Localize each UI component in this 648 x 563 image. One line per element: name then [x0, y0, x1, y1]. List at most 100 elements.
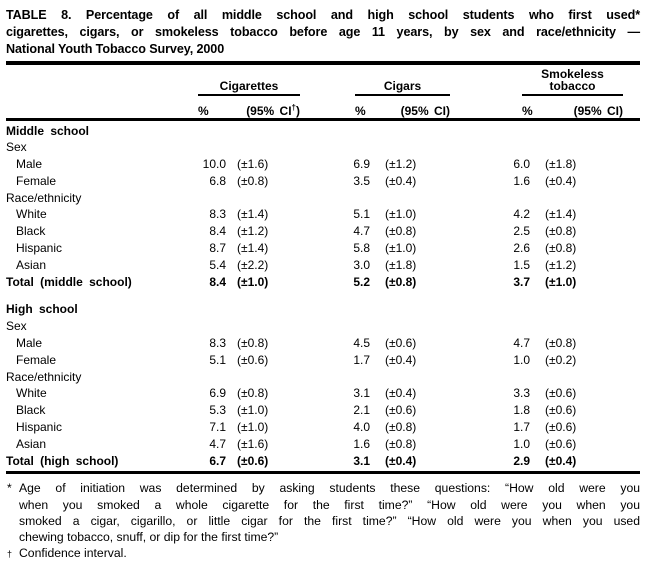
smokeless-pct-value: 1.0: [513, 436, 530, 451]
cigars-ci-value: [370, 318, 450, 335]
smokeless-pct-value: [450, 139, 530, 156]
cigars-pct-value: 4.5: [353, 336, 370, 351]
cigarettes-pct-header: %: [198, 103, 209, 118]
smokeless-pct-value: 3.7: [513, 274, 530, 289]
ci-header-close: ): [296, 103, 300, 118]
smokeless-pct-value: [450, 318, 530, 335]
top-rule: [6, 61, 640, 65]
cigarettes-subheaders: % (95% CI†): [193, 96, 300, 118]
cigars-ci-value: [370, 139, 450, 156]
footnote-line: chewing tobacco, snuff, or dip for the f…: [19, 530, 279, 545]
smokeless-pct-value: [450, 369, 530, 386]
cigars-ci-value: (±1.0): [385, 207, 417, 222]
cigars-pct-value: [300, 369, 370, 386]
smokeless-pct-value: [450, 301, 530, 318]
cigars-ci-value: [370, 301, 450, 318]
smokeless-pct-value: 4.2: [513, 207, 530, 222]
cigarettes-pct-value: 8.4: [209, 224, 226, 239]
cigarettes-ci-value: (±1.0): [237, 403, 269, 418]
row-label: High school: [6, 302, 78, 317]
cigarettes-pct-value: [193, 318, 226, 335]
smokeless-ci-value: (±0.8): [545, 241, 577, 256]
cigarettes-underline: Cigarettes: [198, 79, 300, 96]
smokeless-pct-value: 1.8: [513, 403, 530, 418]
smokeless-ci-value: (±0.8): [545, 224, 577, 239]
cigarettes-ci-value: (±2.2): [237, 257, 269, 272]
table-title: TABLE 8. Percentage of all middle school…: [6, 7, 640, 58]
cigarettes-pct-value: [193, 139, 226, 156]
smokeless-ci-header: (95% CI): [574, 104, 623, 118]
cigars-ci-value: (±0.8): [385, 274, 417, 289]
smokeless-pct-value: 1.7: [513, 420, 530, 435]
cigarettes-pct-value: 10.0: [202, 157, 226, 172]
cigarettes-pct-value: 5.4: [209, 257, 226, 272]
cigarettes-pct-value: 7.1: [209, 420, 226, 435]
cigarettes-ci-value: [226, 369, 300, 386]
table-row: Race/ethnicity: [6, 190, 623, 207]
smokeless-ci-value: [530, 369, 623, 386]
smokeless-ci-value: (±0.4): [545, 173, 577, 188]
cigarettes-ci-value: [226, 190, 300, 207]
cigarettes-ci-value: (±0.8): [237, 173, 269, 188]
cigarettes-pct-value: 5.1: [209, 352, 226, 367]
smokeless-pct-value: 1.6: [513, 173, 530, 188]
cigars-pct-value: 5.2: [353, 274, 370, 289]
row-label: Black: [16, 224, 46, 239]
cigars-pct-value: 3.5: [353, 173, 370, 188]
smokeless-pct-value: 3.3: [513, 386, 530, 401]
cigars-ci-value: (±0.4): [385, 173, 417, 188]
table-row: Female 5.1 (±0.6) 1.7 (±0.4) 1.0 (±0.2): [6, 352, 623, 369]
cigarettes-ci-value: (±1.0): [237, 274, 269, 289]
cigars-pct-header: %: [355, 103, 366, 118]
ci-header-text: (95% CI: [400, 103, 446, 118]
cigars-pct-value: 4.0: [353, 420, 370, 435]
column-group-smokeless: Smokeless tobacco: [450, 66, 623, 96]
cigars-pct-value: 6.9: [353, 157, 370, 172]
table-body: Middle school Sex Male 10.0 (±1.6) 6.9 (…: [6, 121, 641, 472]
title-line-1: TABLE 8. Percentage of all middle school…: [6, 8, 640, 22]
row-label: Hispanic: [16, 420, 63, 435]
cigars-ci-value: (±1.8): [385, 257, 417, 272]
cigarettes-pct-value: 5.3: [209, 403, 226, 418]
cigarettes-ci-value: (±1.4): [237, 241, 269, 256]
footnote-ci-text: Confidence interval.: [19, 546, 127, 561]
cigarettes-ci-value: (±0.8): [237, 336, 269, 351]
cigars-pct-value: 1.6: [353, 436, 370, 451]
smokeless-group-label: Smokeless tobacco: [541, 66, 604, 93]
stub-subheader: [6, 96, 193, 118]
smokeless-ci-value: (±0.6): [545, 386, 577, 401]
table-row: Total (high school) 6.7 (±0.6) 3.1 (±0.4…: [6, 453, 623, 470]
row-label: Male: [16, 157, 43, 172]
smokeless-subheaders: % (95% CI): [450, 96, 623, 118]
smokeless-ci-value: (±1.4): [545, 207, 577, 222]
dagger-superscript: †: [291, 102, 296, 112]
smokeless-ci-value: (±0.6): [545, 403, 577, 418]
cigars-pct-value: 4.7: [353, 224, 370, 239]
table-row: Female 6.8 (±0.8) 3.5 (±0.4) 1.6 (±0.4): [6, 173, 623, 190]
cigarettes-ci-value: [226, 139, 300, 156]
footnote-age-of-initiation: * Age of initiation was determined by as…: [6, 480, 640, 545]
table-header: Cigarettes Cigars Smokeless tobacco % (9…: [6, 65, 641, 118]
smokeless-pct-value: 4.7: [513, 336, 530, 351]
table-row: Hispanic 8.7 (±1.4) 5.8 (±1.0) 2.6 (±0.8…: [6, 240, 623, 257]
cigarettes-ci-value: (±1.4): [237, 207, 269, 222]
row-label: White: [16, 386, 47, 401]
cigars-pct-value: 2.1: [353, 403, 370, 418]
cigars-ci-value: (±1.0): [385, 241, 417, 256]
cigarettes-ci-value: (±0.8): [237, 386, 269, 401]
cigars-ci-value: (±0.4): [385, 386, 417, 401]
table-row: Male 8.3 (±0.8) 4.5 (±0.6) 4.7 (±0.8): [6, 335, 623, 352]
table-row: Black 5.3 (±1.0) 2.1 (±0.6) 1.8 (±0.6): [6, 402, 623, 419]
smokeless-ci-value: (±0.4): [545, 453, 577, 468]
cigarettes-pct-value: 4.7: [209, 436, 226, 451]
smokeless-ci-value: (±0.2): [545, 352, 577, 367]
cigarettes-ci-value: (±1.6): [237, 436, 269, 451]
cigars-ci-header: (95% CI): [401, 104, 450, 118]
row-label: Female: [16, 352, 57, 367]
sub-header-row: % (95% CI†) % (95% CI) % (95% CI): [6, 96, 623, 118]
cigarettes-pct-value: 6.9: [209, 386, 226, 401]
cigars-underline: Cigars: [355, 79, 450, 96]
cigars-ci-value: (±1.2): [385, 157, 417, 172]
cigarettes-ci-value: [226, 301, 300, 318]
row-label: Asian: [16, 257, 47, 272]
